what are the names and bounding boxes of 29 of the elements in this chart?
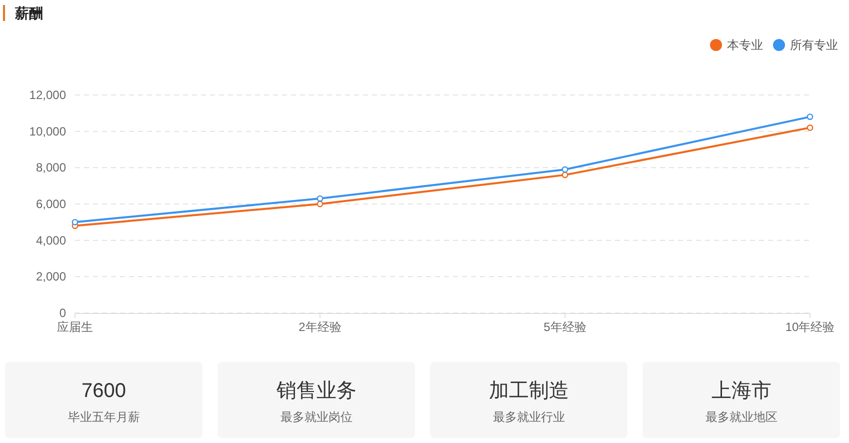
text: 7600 — [82, 380, 126, 402]
y-tick-label: 12,000 — [29, 88, 66, 102]
y-tick-label: 2,000 — [36, 270, 66, 284]
text: 最多就业地区 — [705, 410, 778, 424]
x-tick-label: 10年经验 — [785, 320, 835, 334]
x-tick-label: 5年经验 — [544, 320, 586, 334]
text: 加工制造 — [488, 380, 569, 402]
y-tick-label: 6,000 — [36, 197, 66, 211]
point — [806, 114, 814, 120]
point — [562, 172, 568, 178]
y-tick-label: 8,000 — [36, 160, 66, 175]
text: 销售业务 — [275, 380, 356, 402]
text: 最多就业岗位 — [280, 410, 352, 424]
legend-label: 所有专业 — [790, 38, 838, 52]
x-tick-label: 2年经验 — [298, 320, 342, 334]
point — [72, 218, 78, 226]
y-tick-label: 0 — [59, 306, 66, 320]
y-tick-label: 10,000 — [29, 124, 66, 138]
point — [806, 124, 814, 131]
text: 最多就业行业 — [492, 410, 565, 424]
point — [316, 195, 324, 202]
point — [562, 166, 568, 173]
text: 上海市 — [711, 380, 772, 402]
x-tick-label: 应届生 — [57, 320, 93, 334]
text: 毕业五年月薪 — [68, 410, 140, 424]
point — [316, 200, 324, 208]
legend-label: 本专业 — [727, 38, 763, 52]
chart-title: 薪酬 — [14, 5, 43, 21]
y-tick-label: 4,000 — [36, 233, 66, 248]
